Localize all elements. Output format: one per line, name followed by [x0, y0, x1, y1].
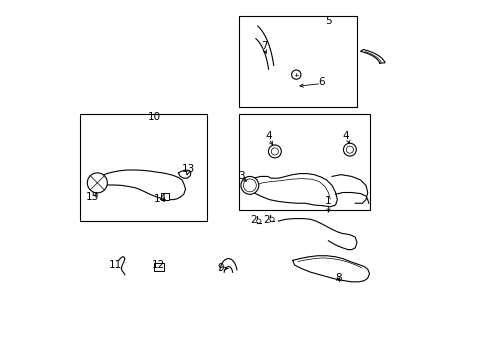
Text: 6: 6	[317, 77, 324, 87]
Text: 4: 4	[265, 131, 271, 141]
Text: 15: 15	[86, 192, 99, 202]
Text: 7: 7	[260, 41, 267, 51]
Text: 1: 1	[325, 196, 331, 206]
Bar	[160, 193, 169, 200]
Text: 11: 11	[108, 260, 122, 270]
Circle shape	[269, 217, 274, 221]
Text: 2: 2	[249, 215, 256, 225]
Text: 12: 12	[151, 260, 164, 270]
Text: 2: 2	[263, 215, 269, 225]
Text: 4: 4	[342, 131, 348, 141]
Circle shape	[346, 146, 353, 153]
Bar	[80, 114, 206, 221]
Text: 5: 5	[325, 16, 331, 26]
Bar	[239, 114, 369, 210]
Circle shape	[243, 179, 256, 192]
Circle shape	[256, 219, 261, 223]
Text: 14: 14	[154, 194, 167, 203]
Circle shape	[271, 148, 278, 155]
Text: 3: 3	[238, 171, 244, 181]
Text: 9: 9	[217, 263, 223, 273]
Bar	[154, 263, 164, 271]
Circle shape	[87, 173, 107, 193]
Text: 8: 8	[334, 273, 341, 283]
Text: 13: 13	[181, 163, 194, 174]
Circle shape	[268, 145, 281, 158]
Text: 10: 10	[147, 112, 161, 122]
Circle shape	[343, 143, 356, 156]
Circle shape	[241, 176, 258, 194]
Bar	[239, 16, 356, 107]
Circle shape	[291, 70, 300, 79]
